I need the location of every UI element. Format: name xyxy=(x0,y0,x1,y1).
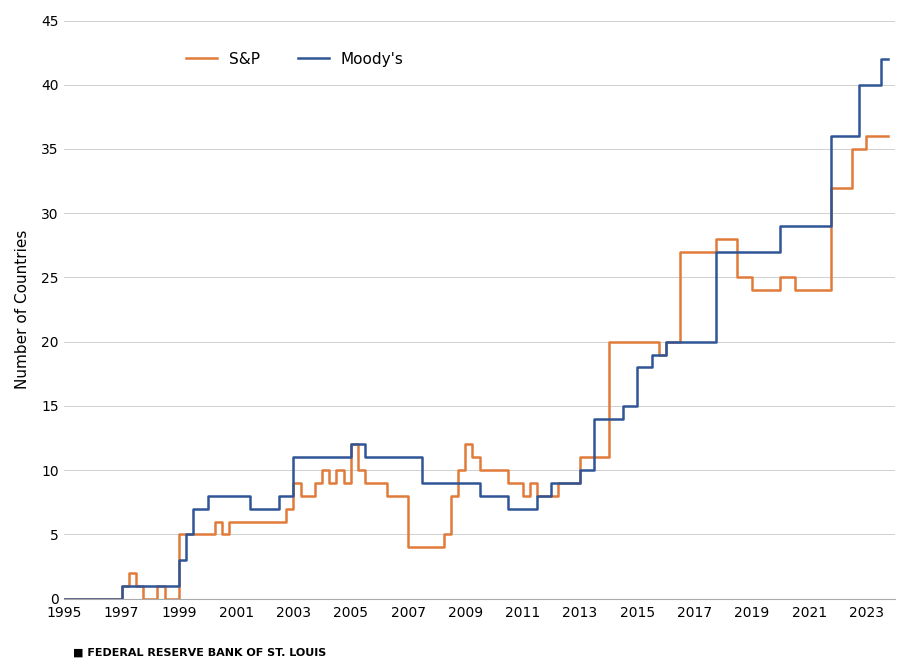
S&P xyxy=(854,145,864,153)
S&P xyxy=(531,492,542,500)
S&P xyxy=(883,132,894,140)
S&P xyxy=(661,338,672,346)
Legend: S&P, Moody's: S&P, Moody's xyxy=(180,46,410,73)
S&P xyxy=(367,479,378,487)
Line: S&P: S&P xyxy=(65,136,888,599)
S&P xyxy=(703,248,714,256)
Y-axis label: Number of Countries: Number of Countries xyxy=(15,230,30,389)
Line: Moody's: Moody's xyxy=(65,59,888,599)
Moody's xyxy=(854,81,864,89)
Moody's xyxy=(624,402,635,410)
Moody's xyxy=(875,55,886,63)
S&P xyxy=(861,132,872,140)
Text: ■ FEDERAL RESERVE BANK OF ST. LOUIS: ■ FEDERAL RESERVE BANK OF ST. LOUIS xyxy=(73,648,326,658)
Moody's xyxy=(703,338,714,346)
Moody's xyxy=(883,55,894,63)
Moody's xyxy=(531,492,542,500)
Moody's xyxy=(661,338,672,346)
Moody's xyxy=(59,595,70,603)
S&P xyxy=(59,595,70,603)
Moody's xyxy=(367,453,378,461)
S&P xyxy=(624,338,635,346)
